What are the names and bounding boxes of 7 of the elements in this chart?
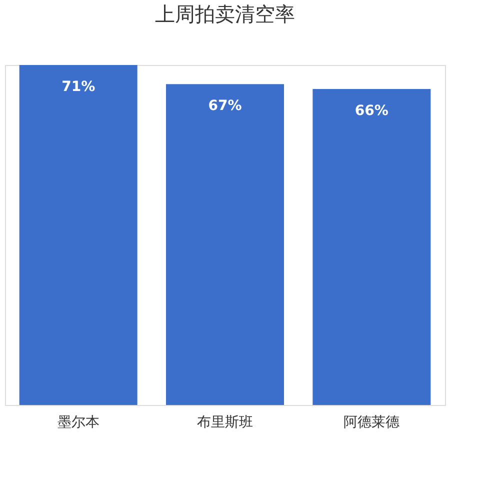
chart-title: 上周拍卖清空率	[155, 2, 295, 26]
x-tick-label: 阿德莱德	[344, 414, 400, 430]
data-label: 66%	[354, 102, 388, 119]
data-label: 67%	[208, 98, 242, 114]
x-tick-label: 布里斯班	[197, 414, 253, 430]
data-label: 71%	[62, 79, 96, 95]
x-tick-label: 墨尔本	[57, 414, 100, 430]
